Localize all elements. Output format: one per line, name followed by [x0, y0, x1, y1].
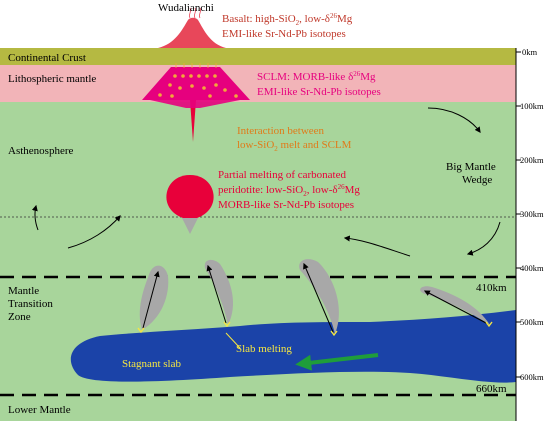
depth-tick-100: 100km	[520, 101, 544, 111]
depth-tick-200: 200km	[520, 155, 544, 165]
green-slab-arrow	[295, 353, 379, 371]
depth-tick-300: 300km	[520, 209, 544, 219]
melt-droplets	[158, 74, 238, 98]
plume-3-arrow	[303, 262, 334, 333]
label-660km: 660km	[476, 383, 507, 395]
slab-melting-markers	[137, 321, 493, 337]
plume-4-arrow	[423, 290, 489, 325]
melt-conduit	[190, 100, 196, 142]
convection-arrow-3	[343, 235, 411, 257]
depth-ticks	[516, 51, 521, 378]
basalt-annotation-line2: EMI-like Sr-Nd-Pb isotopes	[222, 28, 346, 40]
plume-1-arrow	[142, 270, 160, 329]
partial-melting-line1: Partial melting of carbonated	[218, 169, 346, 181]
label-mtz-2: Transition	[8, 298, 53, 310]
carbonated-peridotite-melt	[166, 175, 214, 220]
label-asthenosphere: Asthenosphere	[8, 145, 73, 157]
basalt-annotation-line1: Basalt: high-SiO2, low-δ26Mg	[222, 12, 353, 27]
partial-melting-line3: MORB-like Sr-Nd-Pb isotopes	[218, 199, 354, 211]
eruption-plume	[189, 7, 201, 19]
label-mtz-3: Zone	[8, 311, 31, 323]
melt-conduit-spread	[150, 100, 240, 108]
label-stagnant-slab: Stagnant slab	[122, 358, 181, 370]
convection-arrow-1	[427, 107, 481, 133]
label-big-mantle-wedge-1: Big Mantle	[446, 161, 496, 173]
label-big-mantle-wedge-2: Wedge	[462, 174, 492, 186]
interaction-annotation-line2: low-SiO2 melt and SCLM	[237, 139, 352, 153]
convection-arrow-4	[67, 215, 121, 249]
convection-arrow-5	[31, 204, 39, 231]
plume-3	[299, 259, 339, 334]
label-lower-mantle: Lower Mantle	[8, 404, 71, 416]
stagnant-slab	[70, 310, 516, 383]
depth-tick-500: 500km	[520, 317, 544, 327]
lithospheric-mantle-layer	[0, 65, 516, 102]
label-continental-crust: Continental Crust	[8, 52, 86, 64]
sclm-melt-zone	[142, 67, 250, 100]
plume-2	[204, 259, 234, 325]
label-410km: 410km	[476, 282, 507, 294]
plume-2-arrow	[206, 264, 227, 324]
depth-tick-400: 400km	[520, 263, 544, 273]
melt-tail	[182, 218, 198, 234]
interaction-annotation-line1: Interaction between	[237, 125, 325, 137]
plume-4	[420, 286, 490, 325]
volcano-name: Wudalianchi	[158, 2, 214, 14]
convection-arrow-2	[466, 221, 501, 256]
crust-layer	[0, 48, 516, 65]
partial-melting-line2: peridotite: low-SiO2, low-δ26Mg	[218, 183, 360, 198]
label-lithospheric-mantle: Lithospheric mantle	[8, 73, 96, 85]
sclm-annotation-line1: SCLM: MORB-like δ26Mg	[257, 70, 376, 83]
label-mtz-1: Mantle	[8, 285, 39, 297]
depth-tick-0: 0km	[522, 47, 538, 57]
sclm-annotation-line2: EMI-like Sr-Nd-Pb isotopes	[257, 86, 381, 98]
volcano	[158, 17, 226, 48]
label-slab-melting: Slab melting	[236, 343, 292, 355]
depth-tick-600: 600km	[520, 372, 544, 382]
slab-melting-pointer	[225, 332, 241, 349]
melt-injection-arrows	[175, 63, 217, 68]
